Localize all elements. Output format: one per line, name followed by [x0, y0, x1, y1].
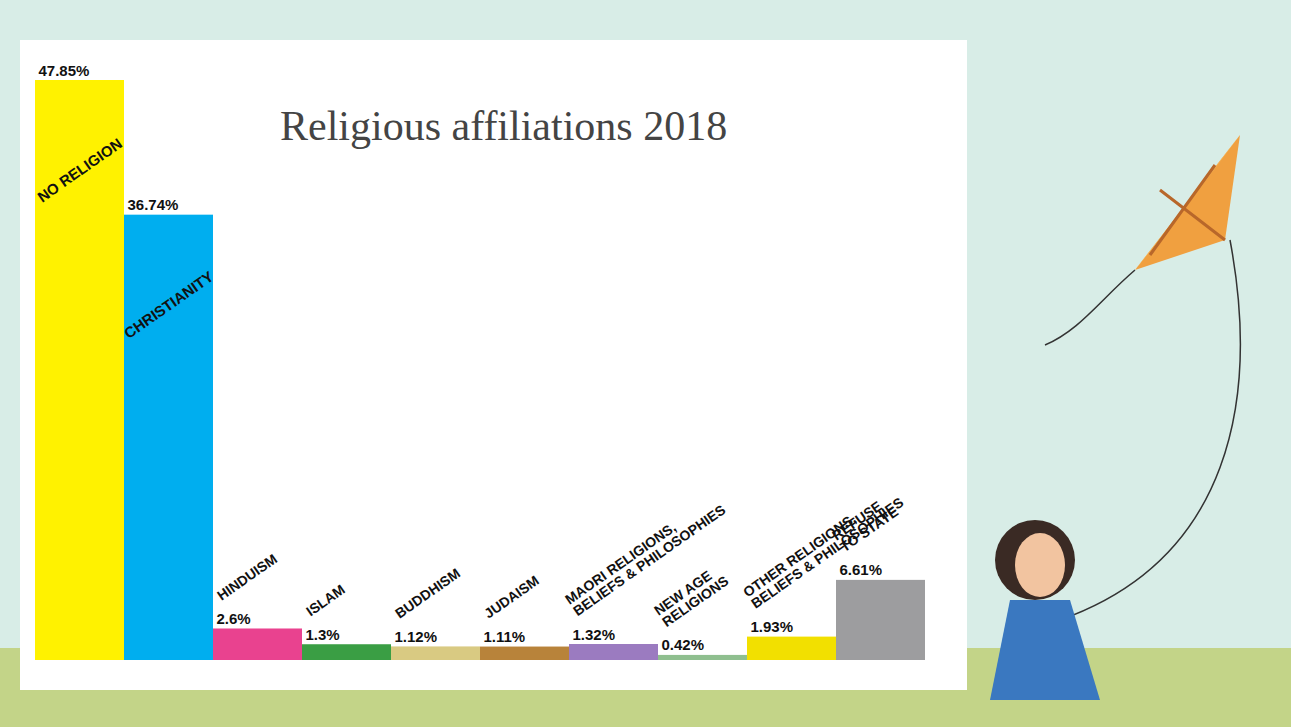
svg-text:1.93%: 1.93%: [751, 618, 794, 635]
svg-text:1.12%: 1.12%: [395, 628, 438, 645]
svg-text:0.42%: 0.42%: [662, 636, 705, 653]
svg-text:BUDDHISM: BUDDHISM: [392, 565, 463, 621]
svg-text:ISLAM: ISLAM: [303, 581, 348, 619]
svg-text:NEW AGERELIGIONS: NEW AGERELIGIONS: [651, 561, 731, 630]
svg-text:1.3%: 1.3%: [306, 626, 340, 643]
svg-text:36.74%: 36.74%: [128, 196, 179, 213]
svg-text:HINDUISM: HINDUISM: [214, 551, 280, 604]
svg-text:NO RELIGION: NO RELIGION: [34, 135, 125, 206]
svg-text:1.32%: 1.32%: [573, 626, 616, 643]
svg-text:REFUSETO STATE: REFUSETO STATE: [829, 492, 901, 555]
svg-text:JUDAISM: JUDAISM: [481, 572, 542, 621]
svg-text:CHRISTIANITY: CHRISTIANITY: [121, 268, 217, 342]
svg-text:47.85%: 47.85%: [39, 62, 90, 79]
svg-text:2.6%: 2.6%: [217, 610, 251, 627]
svg-text:1.11%: 1.11%: [484, 628, 526, 645]
svg-text:OTHER RELIGIONS,BELIEFS & PHIL: OTHER RELIGIONS,BELIEFS & PHILOSOPHIES: [740, 483, 906, 612]
svg-text:6.61%: 6.61%: [840, 561, 883, 578]
